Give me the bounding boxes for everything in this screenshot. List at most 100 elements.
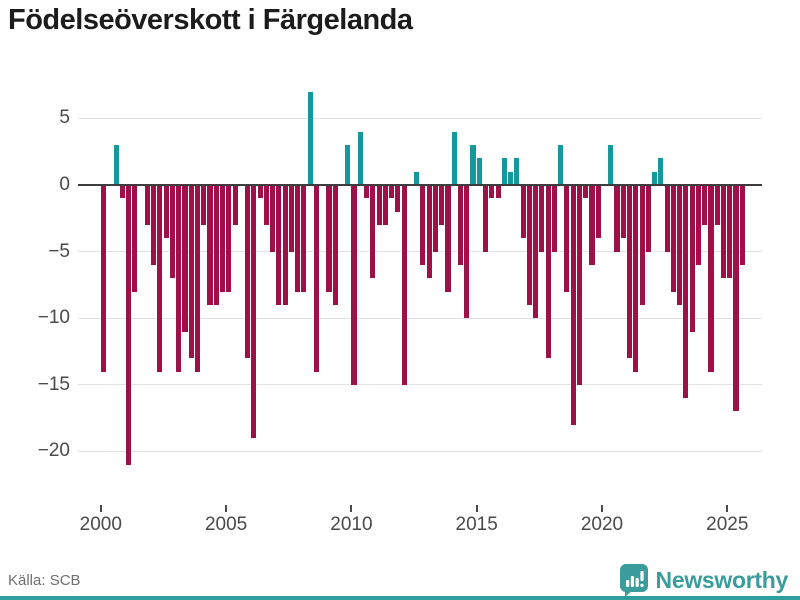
- negative-bar: [270, 185, 276, 252]
- bottom-accent-strip: [0, 596, 800, 600]
- negative-bar: [533, 185, 539, 319]
- negative-bar: [226, 185, 232, 292]
- positive-bar: [470, 145, 476, 186]
- negative-bar: [633, 185, 639, 372]
- negative-bar: [683, 185, 689, 399]
- x-axis-tick: [601, 505, 603, 512]
- negative-bar: [157, 185, 163, 372]
- negative-bar: [677, 185, 683, 305]
- negative-bar: [489, 185, 495, 199]
- negative-bar: [288, 185, 294, 252]
- negative-bar: [495, 185, 501, 199]
- positive-bar: [652, 171, 658, 185]
- negative-bar: [169, 185, 175, 279]
- negative-bar: [420, 185, 426, 265]
- negative-bar: [570, 185, 576, 425]
- negative-bar: [376, 185, 382, 225]
- negative-bar: [545, 185, 551, 359]
- negative-bar: [144, 185, 150, 225]
- negative-bar: [739, 185, 745, 265]
- negative-bar: [445, 185, 451, 292]
- negative-bar: [132, 185, 138, 292]
- negative-bar: [232, 185, 238, 225]
- y-axis-label: −20: [37, 440, 70, 462]
- negative-bar: [382, 185, 388, 225]
- negative-bar: [301, 185, 307, 292]
- negative-bar: [151, 185, 157, 265]
- negative-bar: [614, 185, 620, 252]
- gridline: [78, 384, 762, 386]
- zero-axis-line: [78, 184, 762, 186]
- negative-bar: [733, 185, 739, 412]
- x-axis-label: 2000: [79, 514, 122, 535]
- positive-bar: [558, 145, 564, 186]
- x-axis-tick: [99, 505, 102, 512]
- y-axis-label: −15: [37, 373, 70, 395]
- x-axis-label: 2020: [580, 514, 624, 535]
- negative-bar: [589, 185, 595, 265]
- negative-bar: [219, 185, 226, 292]
- negative-bar: [207, 185, 213, 305]
- negative-bar: [276, 185, 282, 305]
- positive-bar: [608, 145, 614, 186]
- negative-bar: [282, 185, 288, 305]
- negative-bar: [664, 185, 670, 252]
- negative-bar: [457, 185, 464, 265]
- negative-bar: [714, 185, 720, 225]
- negative-bar: [426, 185, 432, 279]
- negative-bar: [257, 185, 263, 199]
- negative-bar: [194, 185, 201, 372]
- negative-bar: [389, 185, 395, 199]
- negative-bar: [432, 185, 438, 252]
- negative-bar: [364, 185, 370, 199]
- negative-bar: [689, 185, 695, 332]
- y-axis-label: 0: [59, 174, 70, 195]
- negative-bar: [201, 185, 207, 225]
- negative-bar: [351, 185, 357, 385]
- negative-bar: [576, 185, 582, 385]
- negative-bar: [263, 185, 269, 225]
- negative-bar: [213, 185, 219, 305]
- negative-bar: [251, 185, 257, 439]
- y-axis-label: −5: [48, 240, 70, 262]
- positive-bar: [658, 158, 664, 185]
- negative-bar: [482, 185, 489, 252]
- negative-bar: [720, 185, 727, 279]
- newsworthy-brand[interactable]: Newsworthy: [619, 563, 788, 597]
- x-axis-tick: [726, 505, 729, 512]
- negative-bar: [645, 185, 651, 252]
- positive-bar: [345, 145, 351, 186]
- negative-bar: [119, 185, 125, 199]
- x-axis-tick: [225, 505, 228, 512]
- page-title: Födelseöverskott i Färgelanda: [8, 4, 413, 36]
- source-note: Källa: SCB: [8, 572, 81, 589]
- negative-bar: [439, 185, 445, 225]
- negative-bar: [702, 185, 708, 225]
- negative-bar: [464, 185, 470, 319]
- negative-bar: [551, 185, 557, 252]
- negative-bar: [695, 185, 701, 265]
- gridline: [78, 117, 762, 119]
- negative-bar: [583, 185, 589, 199]
- positive-bar: [508, 171, 514, 185]
- negative-bar: [395, 185, 401, 212]
- negative-bar: [595, 185, 601, 239]
- negative-bar: [332, 185, 338, 305]
- x-axis-label: 2010: [330, 514, 373, 535]
- negative-bar: [639, 185, 645, 305]
- negative-bar: [520, 185, 526, 239]
- x-axis-label: 2005: [204, 514, 248, 535]
- negative-bar: [370, 185, 376, 279]
- positive-bar: [514, 158, 520, 185]
- negative-bar: [526, 185, 532, 305]
- negative-bar: [295, 185, 301, 292]
- negative-bar: [101, 185, 107, 372]
- newsworthy-logo-icon: [619, 564, 648, 597]
- negative-bar: [313, 185, 319, 372]
- negative-bar: [188, 185, 194, 359]
- positive-bar: [113, 145, 119, 186]
- negative-bar: [401, 185, 407, 385]
- y-axis-label: −10: [37, 307, 70, 329]
- x-axis-label: 2015: [455, 514, 498, 535]
- positive-bar: [476, 158, 482, 185]
